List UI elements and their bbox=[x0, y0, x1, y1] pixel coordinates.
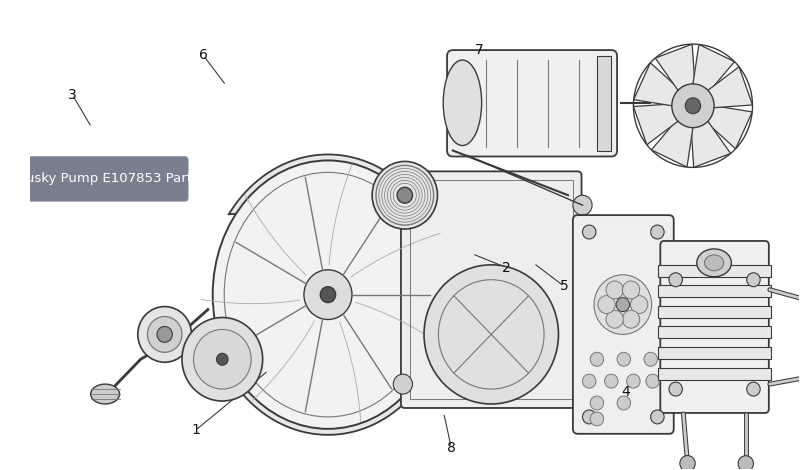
Ellipse shape bbox=[650, 410, 664, 424]
FancyBboxPatch shape bbox=[27, 156, 189, 202]
Ellipse shape bbox=[372, 161, 438, 229]
Text: 3: 3 bbox=[68, 88, 77, 102]
Ellipse shape bbox=[443, 60, 482, 146]
Bar bbox=[410, 180, 573, 399]
Ellipse shape bbox=[644, 352, 658, 366]
Bar bbox=[658, 368, 770, 380]
Ellipse shape bbox=[147, 316, 182, 352]
Polygon shape bbox=[655, 44, 694, 90]
Ellipse shape bbox=[157, 327, 172, 342]
Polygon shape bbox=[634, 104, 678, 145]
Ellipse shape bbox=[397, 187, 413, 203]
Ellipse shape bbox=[705, 255, 724, 271]
Ellipse shape bbox=[304, 270, 352, 320]
Ellipse shape bbox=[394, 195, 413, 215]
Ellipse shape bbox=[582, 225, 596, 239]
Bar bbox=[658, 347, 770, 359]
Text: 1: 1 bbox=[191, 423, 200, 437]
Ellipse shape bbox=[746, 273, 760, 287]
Ellipse shape bbox=[213, 160, 443, 429]
Ellipse shape bbox=[686, 98, 701, 114]
Text: 5: 5 bbox=[560, 279, 569, 293]
Ellipse shape bbox=[90, 384, 119, 404]
Bar bbox=[658, 306, 770, 318]
Ellipse shape bbox=[320, 287, 336, 303]
Ellipse shape bbox=[669, 382, 682, 396]
Text: 7: 7 bbox=[475, 43, 484, 57]
Ellipse shape bbox=[590, 352, 604, 366]
Ellipse shape bbox=[606, 310, 623, 328]
Ellipse shape bbox=[605, 374, 618, 388]
Ellipse shape bbox=[394, 374, 413, 394]
FancyBboxPatch shape bbox=[401, 172, 582, 408]
Text: 8: 8 bbox=[447, 440, 456, 454]
Ellipse shape bbox=[646, 374, 659, 388]
Text: 6: 6 bbox=[198, 48, 207, 62]
FancyBboxPatch shape bbox=[447, 50, 617, 157]
Ellipse shape bbox=[573, 374, 592, 394]
Text: 2: 2 bbox=[502, 261, 511, 274]
Ellipse shape bbox=[582, 374, 596, 388]
Ellipse shape bbox=[669, 273, 682, 287]
Ellipse shape bbox=[217, 353, 228, 365]
Ellipse shape bbox=[616, 298, 630, 312]
Ellipse shape bbox=[622, 310, 640, 328]
Bar bbox=[658, 265, 770, 277]
Ellipse shape bbox=[606, 281, 623, 299]
Polygon shape bbox=[634, 63, 679, 106]
Ellipse shape bbox=[626, 374, 640, 388]
Ellipse shape bbox=[573, 195, 592, 215]
Ellipse shape bbox=[650, 225, 664, 239]
Ellipse shape bbox=[590, 396, 604, 410]
Ellipse shape bbox=[590, 412, 604, 426]
Polygon shape bbox=[693, 45, 734, 92]
Ellipse shape bbox=[182, 318, 262, 401]
Ellipse shape bbox=[746, 382, 760, 396]
Ellipse shape bbox=[622, 281, 640, 299]
Ellipse shape bbox=[594, 275, 652, 335]
Bar bbox=[597, 56, 611, 150]
Ellipse shape bbox=[598, 296, 615, 313]
Ellipse shape bbox=[582, 410, 596, 424]
Bar bbox=[658, 327, 770, 338]
Ellipse shape bbox=[697, 249, 731, 277]
Ellipse shape bbox=[680, 455, 695, 470]
Polygon shape bbox=[691, 121, 730, 167]
Polygon shape bbox=[706, 106, 752, 149]
FancyBboxPatch shape bbox=[660, 241, 769, 413]
FancyBboxPatch shape bbox=[573, 215, 674, 434]
Ellipse shape bbox=[138, 306, 191, 362]
Text: Husky Pump E107853 Parts: Husky Pump E107853 Parts bbox=[16, 172, 199, 186]
Text: 4: 4 bbox=[622, 384, 630, 399]
Ellipse shape bbox=[630, 296, 648, 313]
Ellipse shape bbox=[424, 265, 558, 404]
Ellipse shape bbox=[672, 84, 714, 128]
Ellipse shape bbox=[738, 456, 754, 470]
Ellipse shape bbox=[617, 396, 630, 410]
Polygon shape bbox=[651, 120, 693, 167]
Polygon shape bbox=[708, 67, 753, 108]
Polygon shape bbox=[229, 155, 449, 435]
Ellipse shape bbox=[617, 352, 630, 366]
Ellipse shape bbox=[194, 329, 251, 389]
Bar bbox=[658, 285, 770, 297]
